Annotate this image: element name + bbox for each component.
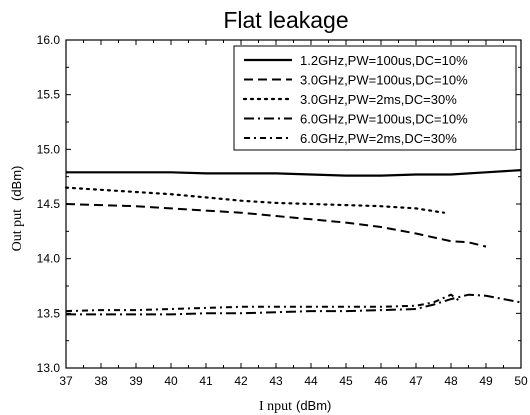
x-tick-label: 45 [339,374,353,388]
x-tick-label: 37 [59,374,73,388]
x-tick-label: 42 [234,374,248,388]
y-tick-label: 13.0 [37,361,61,375]
x-tick-label: 47 [409,374,423,388]
x-tick-label: 39 [129,374,143,388]
y-axis-unit: (dBm) [9,166,24,201]
y-tick-label: 13.5 [37,306,61,320]
chart-title: Flat leakage [223,7,348,33]
y-tick-label: 14.5 [37,197,61,211]
x-tick-label: 49 [479,374,493,388]
x-tick-label: 38 [94,374,108,388]
series-line-5 [65,293,463,313]
series-line-4 [66,293,522,316]
x-axis-unit: (dBm) [296,398,331,413]
y-tick-label: 14.0 [37,252,61,266]
legend: 1.2GHz,PW=100us,DC=10% 3.0GHz,PW=100us,DC… [233,45,517,151]
x-tick-label: 50 [514,374,528,388]
x-tick-label: 43 [269,374,283,388]
x-tick-label: 44 [304,374,318,388]
x-tick-label: 40 [164,374,178,388]
series-line-3 [64,186,446,214]
x-tick-label: 46 [374,374,388,388]
legend-label-5: 6.0GHz,PW=2ms,DC=30% [300,131,457,146]
x-axis-label: I nput [259,399,292,414]
y-axis-label: Out put [10,209,25,252]
series-line-2 [65,203,487,248]
legend-label-4: 6.0GHz,PW=100us,DC=10% [300,112,468,127]
legend-label-1: 1.2GHz,PW=100us,DC=10% [300,53,468,68]
legend-label-3: 3.0GHz,PW=2ms,DC=30% [300,92,457,107]
y-tick-label: 15.0 [37,142,61,156]
x-axis: 37 38 39 40 41 42 43 44 45 46 47 48 49 50 [59,40,528,388]
y-axis: 13.0 13.5 14.0 14.5 15.0 15.5 16.0 [37,33,521,375]
series-layer [64,169,522,316]
legend-label-2: 3.0GHz,PW=100us,DC=10% [300,73,468,88]
x-tick-label: 48 [444,374,458,388]
x-tick-label: 41 [199,374,213,388]
y-tick-label: 16.0 [37,33,61,47]
series-line-1 [66,169,522,177]
y-tick-label: 15.5 [37,88,61,102]
